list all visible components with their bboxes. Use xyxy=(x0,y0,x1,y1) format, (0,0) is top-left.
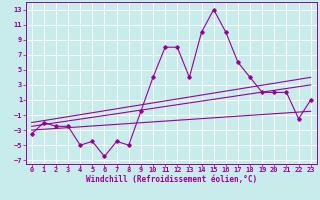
X-axis label: Windchill (Refroidissement éolien,°C): Windchill (Refroidissement éolien,°C) xyxy=(86,175,257,184)
